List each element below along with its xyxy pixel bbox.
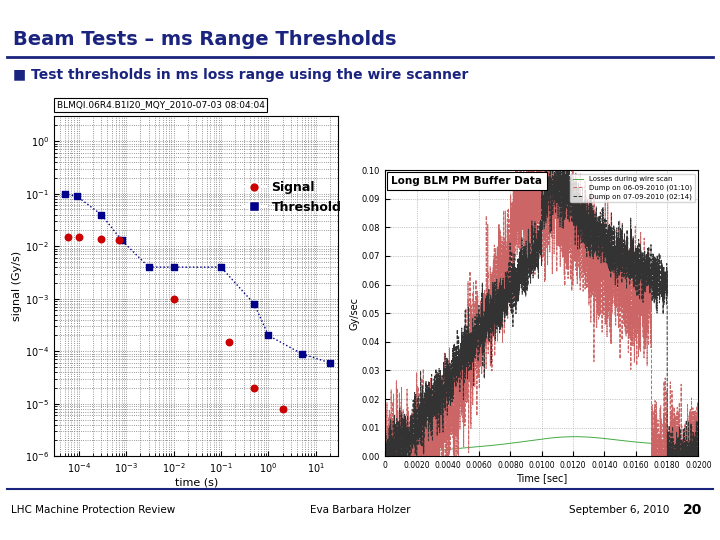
Dump on 06-09-2010 (01:10) bbox=[436, 430, 444, 437]
Dump on 07-09-2010 (02:14) bbox=[542, 167, 551, 173]
Dump on 06-09-2010 (01:10) bbox=[501, 208, 510, 214]
Point bbox=[63, 233, 74, 241]
Point bbox=[248, 383, 260, 392]
Y-axis label: signal (Gy/s): signal (Gy/s) bbox=[12, 251, 22, 321]
Text: BLMQI.06R4.B1I20_MQY_2010-07-03 08:04:04: BLMQI.06R4.B1I20_MQY_2010-07-03 08:04:04 bbox=[57, 100, 265, 109]
Point bbox=[143, 263, 155, 272]
Point bbox=[168, 263, 179, 272]
Losses during wire scan bbox=[435, 447, 444, 454]
Point bbox=[277, 404, 289, 413]
Point bbox=[324, 359, 336, 367]
Dump on 07-09-2010 (02:14) bbox=[417, 419, 426, 426]
Point bbox=[248, 300, 260, 308]
Text: Eva Barbara Holzer: Eva Barbara Holzer bbox=[310, 505, 410, 515]
Dump on 07-09-2010 (02:14) bbox=[515, 292, 523, 298]
Dump on 07-09-2010 (02:14) bbox=[501, 308, 510, 315]
Point bbox=[168, 294, 179, 303]
Losses during wire scan bbox=[381, 453, 390, 460]
Dump on 06-09-2010 (01:10) bbox=[512, 167, 521, 173]
Text: Beam Tests – ms Range Thresholds: Beam Tests – ms Range Thresholds bbox=[13, 30, 397, 49]
Point bbox=[113, 236, 125, 245]
Line: Losses during wire scan: Losses during wire scan bbox=[385, 437, 698, 456]
Point bbox=[73, 233, 84, 241]
Losses during wire scan bbox=[515, 439, 523, 446]
Legend: Losses during wire scan, Dump on 06-09-2010 (01:10), Dump on 07-09-2010 (02:14): Losses during wire scan, Dump on 06-09-2… bbox=[570, 173, 695, 202]
Dump on 07-09-2010 (02:14) bbox=[654, 266, 663, 273]
Point bbox=[296, 349, 307, 358]
Point bbox=[215, 263, 227, 272]
Point bbox=[116, 236, 127, 245]
Line: Dump on 07-09-2010 (02:14): Dump on 07-09-2010 (02:14) bbox=[385, 170, 698, 456]
Point bbox=[59, 190, 71, 198]
Point bbox=[224, 338, 235, 346]
Losses during wire scan bbox=[570, 434, 579, 440]
Dump on 07-09-2010 (02:14) bbox=[688, 453, 697, 460]
Losses during wire scan bbox=[694, 442, 703, 448]
Dump on 07-09-2010 (02:14) bbox=[694, 453, 703, 460]
Legend: Signal, Threshold: Signal, Threshold bbox=[237, 177, 346, 219]
Losses during wire scan bbox=[688, 442, 697, 448]
Text: Long BLM PM Buffer Data: Long BLM PM Buffer Data bbox=[392, 176, 542, 186]
Text: September 6, 2010: September 6, 2010 bbox=[569, 505, 669, 515]
Dump on 07-09-2010 (02:14) bbox=[381, 453, 390, 460]
Losses during wire scan bbox=[417, 449, 426, 456]
Losses during wire scan bbox=[654, 441, 663, 447]
Text: ■ Test thresholds in ms loss range using the wire scanner: ■ Test thresholds in ms loss range using… bbox=[13, 68, 468, 82]
Text: 20: 20 bbox=[683, 503, 702, 517]
Text: LHC Machine Protection Review: LHC Machine Protection Review bbox=[11, 505, 175, 515]
X-axis label: time (s): time (s) bbox=[174, 478, 218, 488]
Point bbox=[96, 210, 107, 219]
Dump on 06-09-2010 (01:10) bbox=[381, 441, 390, 447]
Dump on 06-09-2010 (01:10) bbox=[417, 453, 426, 460]
Point bbox=[71, 192, 82, 200]
Line: Dump on 06-09-2010 (01:10): Dump on 06-09-2010 (01:10) bbox=[385, 170, 698, 456]
Dump on 06-09-2010 (01:10) bbox=[694, 438, 703, 445]
Dump on 06-09-2010 (01:10) bbox=[688, 453, 697, 460]
Dump on 07-09-2010 (02:14) bbox=[435, 394, 444, 400]
Point bbox=[263, 331, 274, 340]
Dump on 06-09-2010 (01:10) bbox=[515, 208, 523, 214]
Dump on 06-09-2010 (01:10) bbox=[654, 453, 663, 460]
Losses during wire scan bbox=[501, 441, 510, 447]
Dump on 06-09-2010 (01:10) bbox=[381, 453, 390, 460]
Y-axis label: Gy/sec: Gy/sec bbox=[349, 296, 359, 330]
Point bbox=[96, 234, 107, 243]
X-axis label: Time [sec]: Time [sec] bbox=[516, 473, 567, 483]
